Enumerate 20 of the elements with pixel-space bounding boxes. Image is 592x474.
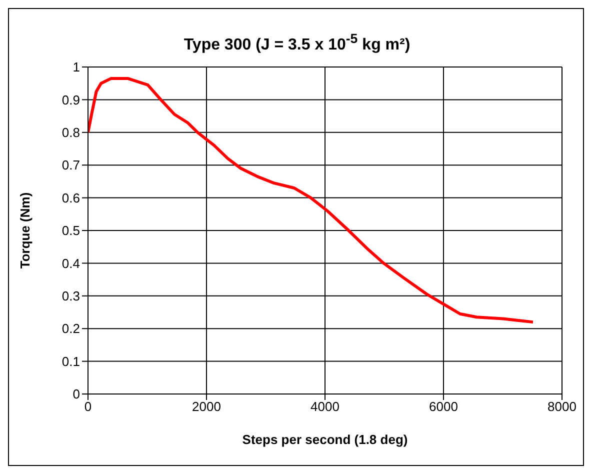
y-tick-label: 0.2 bbox=[62, 321, 80, 336]
y-tick-label: 0 bbox=[72, 386, 80, 402]
y-tick-label: 0.8 bbox=[62, 125, 80, 140]
x-axis-title: Steps per second (1.8 deg) bbox=[242, 432, 408, 448]
y-tick-label: 0.7 bbox=[62, 158, 80, 173]
y-axis-title: Torque (Nm) bbox=[18, 192, 33, 269]
y-tick-label: 0.6 bbox=[62, 190, 80, 206]
x-tick-label: 4000 bbox=[310, 399, 340, 414]
line-series bbox=[88, 76, 534, 324]
x-tick-label: 2000 bbox=[192, 399, 221, 414]
x-tick-label: 6000 bbox=[429, 399, 458, 414]
y-tick-label: 0.5 bbox=[62, 223, 80, 238]
chart-title: Type 300 (J = 3.5 x 10$^{-5}$ kg m²) bbox=[182, 31, 412, 54]
y-tick-label: 1 bbox=[72, 60, 80, 75]
x-tick-label: 0 bbox=[84, 399, 92, 414]
y-tick-label: 0.3 bbox=[62, 288, 80, 304]
y-tick-label: 0.1 bbox=[62, 354, 80, 369]
x-tick-label: 8000 bbox=[548, 399, 576, 414]
y-tick-label: 0.9 bbox=[62, 92, 80, 108]
y-tick-label: 0.4 bbox=[62, 256, 80, 271]
